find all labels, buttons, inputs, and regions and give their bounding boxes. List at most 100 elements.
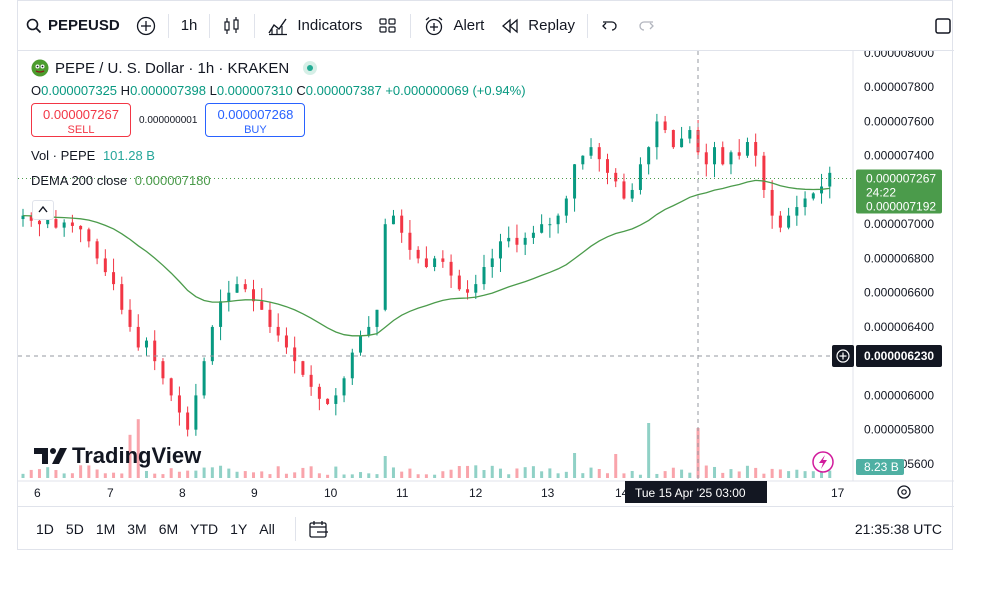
low-value: 0.000007310 [216,83,293,98]
compare-button[interactable] [128,9,164,43]
candle-body [293,347,297,362]
candle-body [153,340,157,362]
redo-button[interactable] [628,9,664,43]
volume-bar [605,473,609,478]
replay-button[interactable]: Replay [492,9,583,43]
range-button-1d[interactable]: 1D [36,520,54,537]
volume-bar [46,467,50,478]
volume-bar [828,470,832,478]
volume-bar [37,469,41,478]
high-value: 0.000007398 [130,83,206,98]
candle-body [21,215,25,220]
divider [254,13,256,38]
candle-body [573,164,577,199]
symbol-search[interactable]: PEPEUSD [18,9,128,43]
tradingview-watermark: TradingView [34,443,201,469]
indicators-button[interactable]: Indicators [259,9,370,43]
volume-bar [136,419,140,478]
market-status-icon[interactable] [303,61,318,75]
volume-bar [186,470,190,478]
sell-button[interactable]: 0.000007267 SELL [31,103,131,137]
volume-bar [424,474,428,478]
divider [209,13,211,38]
alert-button[interactable]: Alert [415,9,492,43]
gear-icon[interactable] [897,485,911,499]
time-tick-label: 13 [541,486,555,500]
chart-frame: PEPEUSD 1h Indicators Alert Replay [17,0,954,550]
redo-icon [639,20,654,31]
candle-body [375,309,379,327]
volume-bar [573,453,577,478]
chart-type-button[interactable] [214,9,250,43]
volume-bar [515,468,519,478]
collapse-legend-button[interactable] [32,200,54,220]
time-tick-label: 6 [34,486,41,500]
range-button-ytd[interactable]: YTD [190,520,219,537]
gear-icon-center [901,489,907,495]
range-button-all[interactable]: All [259,520,275,537]
interval-button[interactable]: 1h [180,17,198,34]
volume-bar [754,467,758,478]
date-range-button[interactable] [300,512,338,546]
candle-body [523,237,527,245]
alert-label: Alert [453,17,485,34]
volume-bar [680,469,684,478]
price-tick-label: 0.000007800 [864,80,934,94]
candle-body [688,130,692,139]
volume-bar [787,471,791,478]
price-tick-label: 0.000006000 [864,388,934,402]
fullscreen-button[interactable] [926,9,960,43]
price-chart[interactable]: 0.000008000 0.000007800 0.000007600 0.00000… [18,51,954,506]
last-price-label: 0.000007267 [866,171,936,185]
volume-bar [416,474,420,478]
chart-area[interactable]: 0.000008000 0.000007800 0.000007600 0.00000… [18,51,954,506]
volume-bar [112,472,116,478]
layouts-button[interactable] [370,9,406,43]
candle-body [704,152,708,165]
candle-body [227,292,231,302]
candle-body [622,181,626,199]
utc-clock[interactable]: 21:35:38 UTC [854,520,942,537]
candle-body [803,198,807,208]
dema-legend: DEMA 200 close 0.000007180 [31,173,211,188]
range-button-1y[interactable]: 1Y [230,520,248,537]
volume-bar [21,473,25,478]
volume-bar [276,466,280,478]
candle-body [177,395,181,413]
buy-price: 0.000007268 [217,107,294,122]
buy-button[interactable]: 0.000007268 BUY [205,103,306,137]
candle-body [655,121,659,148]
range-button-3m[interactable]: 3M [127,520,147,537]
volume-bar [243,471,247,478]
volume-bar [556,473,560,478]
candle-body [252,289,256,302]
dema-value: 0.000007180 [134,173,211,188]
candle-body [490,258,494,267]
range-button-5d[interactable]: 5D [65,520,84,537]
undo-button[interactable] [592,9,628,43]
candle-body [112,272,116,285]
indicators-label: Indicators [297,17,363,34]
pepe-logo-icon [31,59,49,77]
volume-bar [466,465,470,478]
bottom-toolbar: 1D 5D 1M 3M 6M YTD 1Y All 21:35:38 UTC [18,506,954,550]
volume-bar [729,469,733,478]
replay-label: Replay [528,17,575,34]
volume-bar [260,471,264,478]
candle-body [614,172,618,182]
candle-body [787,215,791,228]
volume-bar [29,469,33,478]
volume-bar [284,473,288,478]
volume-bar [474,465,478,478]
volume-bar [210,467,214,478]
crosshair-time-badge [625,481,767,503]
volume-bar [268,474,272,478]
dema-label: DEMA 200 close [31,173,128,188]
range-button-1m[interactable]: 1M [95,520,116,537]
sell-label: SELL [67,124,95,136]
close-value: 0.000007387 [305,83,382,98]
volume-bar [79,465,83,478]
last-price-badge [856,169,942,214]
range-button-6m[interactable]: 6M [158,520,179,537]
sell-price: 0.000007267 [43,107,119,122]
